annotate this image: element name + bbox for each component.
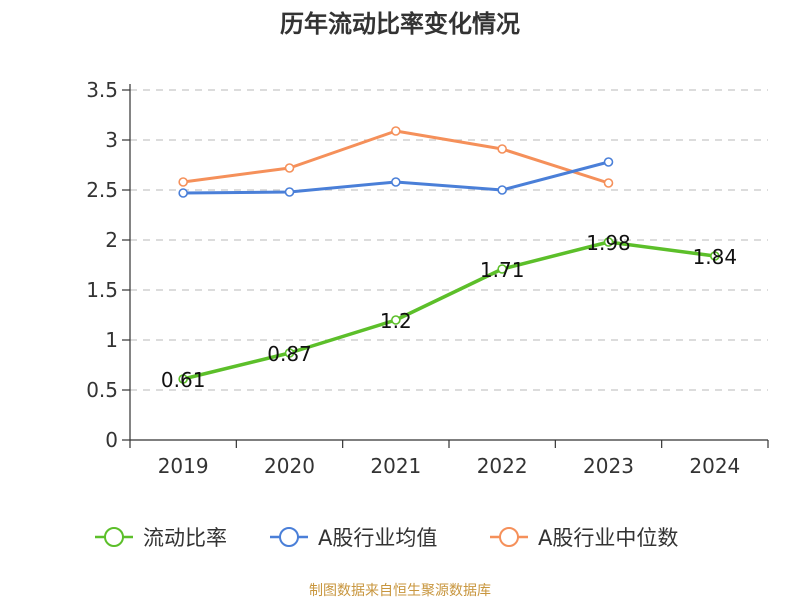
- grid: [130, 89, 768, 391]
- x-tick-label: 2024: [689, 454, 740, 478]
- x-tick-label: 2019: [158, 454, 209, 478]
- legend-label: A股行业中位数: [538, 526, 678, 550]
- data-point: [391, 177, 401, 187]
- data-point: [178, 374, 188, 384]
- source-note: 制图数据来自恒生聚源数据库: [309, 583, 491, 599]
- legend-marker: [499, 527, 519, 547]
- data-point: [710, 251, 720, 261]
- y-tick-label: 0: [105, 428, 118, 452]
- data-point: [284, 348, 295, 358]
- legend-marker: [279, 527, 299, 547]
- y-tick-label: 0.5: [86, 378, 118, 402]
- data-label: 1.71: [480, 258, 525, 282]
- data-point: [603, 237, 614, 247]
- y-tick-label: 2: [105, 228, 118, 252]
- y-tick-label: 1.5: [86, 278, 118, 302]
- series-area: [178, 126, 720, 384]
- data-labels: 0.61 0.87 1.2 1.71 1.98 1.84: [161, 231, 737, 392]
- y-tick-label: 3.5: [86, 78, 118, 102]
- data-point: [497, 264, 507, 274]
- legend-marker: [104, 527, 124, 547]
- data-point: [603, 178, 614, 188]
- axes: 0 0.5 1 1.5 2 2.5 3 3.5 2019 2020 2021 2022 2023 2024: [86, 78, 769, 478]
- data-label: 1.2: [380, 309, 412, 333]
- data-label: 0.61: [161, 368, 206, 392]
- legend-label: 流动比率: [143, 526, 227, 550]
- data-point: [284, 187, 295, 197]
- x-tick-label: 2020: [264, 454, 315, 478]
- data-point: [178, 177, 188, 187]
- series-line: [181, 240, 717, 381]
- data-point: [497, 144, 507, 154]
- data-point: [178, 188, 188, 198]
- y-tick-label: 1: [105, 328, 118, 352]
- x-tick-label: 2022: [477, 454, 528, 478]
- x-tick-label: 2023: [583, 454, 634, 478]
- data-point: [497, 185, 507, 195]
- y-tick-label: 3: [105, 128, 118, 152]
- x-tick-label: 2021: [370, 454, 421, 478]
- data-point: [603, 157, 614, 167]
- series-line: [181, 129, 610, 185]
- data-point: [391, 315, 401, 325]
- data-label: 1.98: [586, 231, 631, 255]
- data-point: [284, 163, 295, 173]
- chart-title: 历年流动比率变化情况: [280, 10, 520, 38]
- legend: 流动比率 A股行业均值 A股行业中位数: [95, 526, 678, 550]
- data-point: [391, 126, 401, 136]
- data-label: 0.87: [267, 342, 312, 366]
- data-label: 1.84: [693, 245, 738, 269]
- legend-label: A股行业均值: [318, 526, 437, 550]
- y-tick-label: 2.5: [86, 178, 118, 202]
